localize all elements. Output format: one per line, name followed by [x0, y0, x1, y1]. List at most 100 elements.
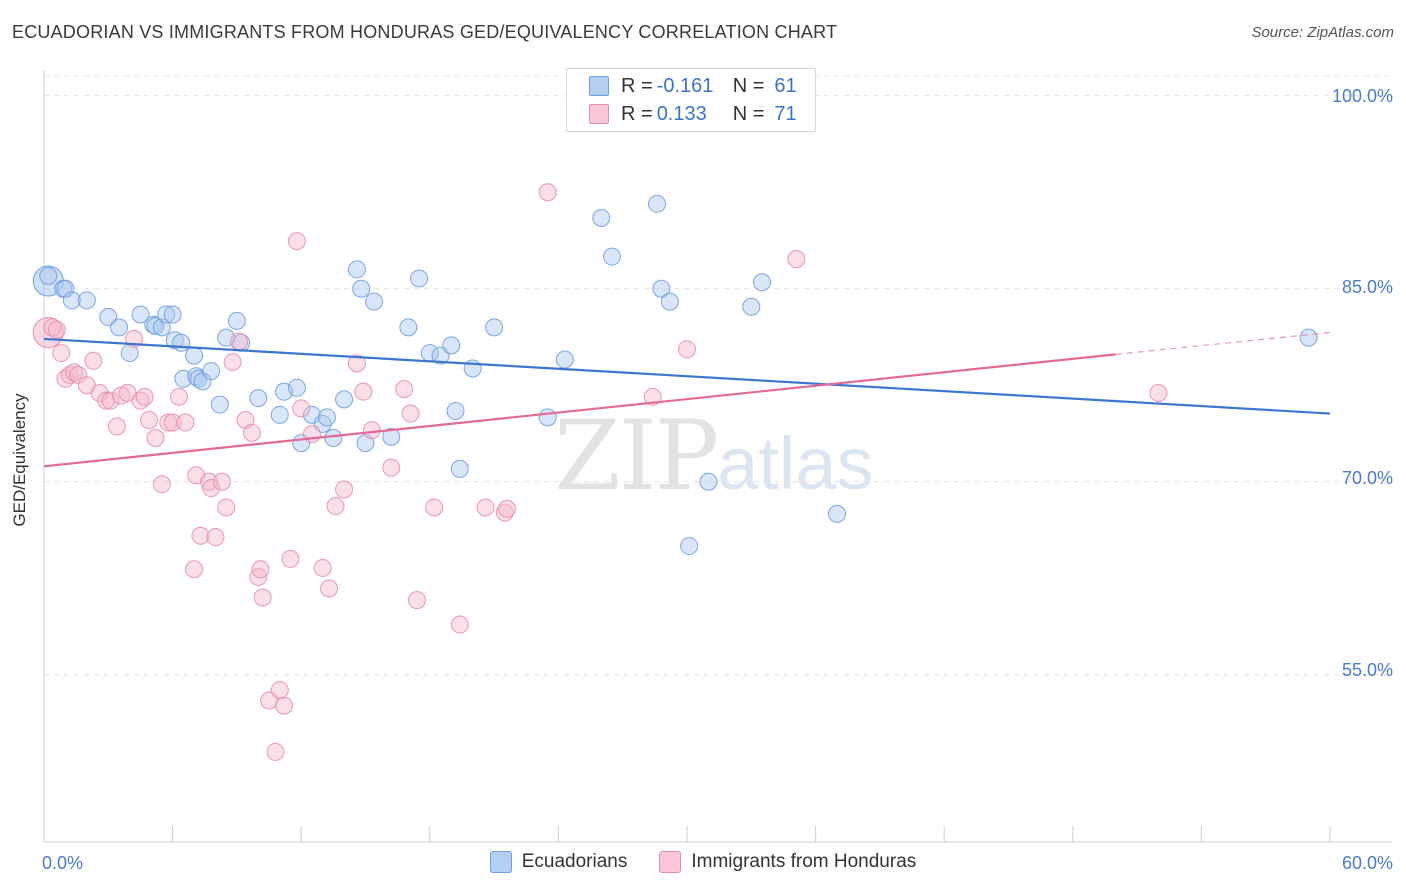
series-1-point [47, 320, 66, 339]
series-1-point [84, 351, 103, 370]
series-1-point [217, 498, 236, 517]
n-value: 61 [774, 74, 797, 97]
series-0-point [647, 194, 666, 213]
series-0-point [56, 279, 75, 298]
series-0-point [202, 362, 221, 381]
series-0-point [287, 378, 306, 397]
series-1-point [270, 681, 289, 700]
y-tick-label: 85.0% [1341, 277, 1393, 297]
series-1-point [163, 413, 182, 432]
series-1-point [302, 425, 321, 444]
series-1-trend-extension [1115, 331, 1331, 355]
series-0-point [172, 333, 191, 352]
series-0-point [62, 291, 81, 310]
series-0-point [365, 292, 384, 311]
series-0-point [270, 405, 289, 424]
series-1-point [107, 417, 126, 436]
trend-lines [43, 331, 1331, 468]
r-label: R = [621, 102, 653, 125]
n-label: N = [732, 102, 765, 125]
series-0-point [39, 266, 58, 285]
series-1-point [326, 497, 345, 516]
series-1-point [275, 696, 294, 715]
series-0-point [828, 504, 847, 523]
series-0-point [652, 279, 671, 298]
legend-row-honduras: R = 0.133 N = 71 [567, 100, 797, 128]
series-1-point [152, 475, 171, 494]
series-1-point [170, 387, 189, 406]
series-1-point [242, 423, 261, 442]
series-0-point [538, 408, 557, 427]
blue-swatch-icon [489, 851, 512, 873]
y-tick-label: 100.0% [1331, 86, 1393, 106]
series-0-large-point [32, 265, 64, 297]
series-1-point [538, 183, 557, 202]
data-points [32, 70, 1318, 761]
n-value: 71 [774, 102, 797, 125]
series-1-point [425, 498, 444, 517]
series-1-point [450, 615, 469, 634]
series-1-point [191, 526, 210, 545]
series-0-point [77, 291, 96, 310]
series-1-point [787, 250, 806, 269]
series-1-point [140, 410, 159, 429]
pink-swatch-icon [659, 851, 682, 873]
r-label: R = [621, 74, 653, 97]
pink-swatch-icon [589, 104, 609, 124]
series-1-point [354, 382, 373, 401]
y-tick-label: 55.0% [1341, 660, 1393, 680]
series-1-point [401, 404, 420, 423]
y-tick-label: 70.0% [1341, 468, 1393, 488]
axes [43, 70, 1392, 843]
series-0-point [131, 305, 150, 324]
series-0-point [227, 311, 246, 330]
series-0-point [446, 401, 465, 420]
series-0-point [352, 279, 371, 298]
series-1-point [251, 560, 270, 579]
series-0-point [146, 317, 165, 336]
series-0-point [742, 297, 761, 316]
series-1-point [407, 591, 426, 610]
chart-title: ECUADORIAN VS IMMIGRANTS FROM HONDURAS G… [12, 22, 838, 42]
series-0-point [450, 459, 469, 478]
series-1-point [230, 332, 249, 351]
series-1-point [52, 344, 71, 363]
series-0-point [185, 346, 204, 365]
series-1-point [347, 354, 366, 373]
series-1-point [206, 528, 225, 547]
series-1-point [335, 480, 354, 499]
series-1-point [200, 472, 219, 491]
watermark-atlas: atlas [717, 422, 874, 505]
x-tick-label: 60.0% [1341, 853, 1393, 873]
series-0-point [317, 408, 336, 427]
series-1-point [320, 579, 339, 598]
legend-label: Ecuadorians [521, 851, 628, 872]
series-1-point [253, 588, 272, 607]
watermark: ZIPatlas [554, 400, 874, 512]
series-0-point [324, 428, 343, 447]
series-0-point [485, 318, 504, 337]
series-0-point [399, 318, 418, 337]
series-1-point [281, 549, 300, 568]
legend-row-ecuadorians: R = -0.161 N = 61 [567, 72, 797, 100]
series-0-point [382, 427, 401, 446]
series-1-point [202, 479, 221, 498]
r-value: 0.133 [656, 102, 707, 125]
series-1-point [135, 387, 154, 406]
series-1-point [287, 232, 306, 251]
series-1-point [223, 353, 242, 372]
series-1-point [292, 399, 311, 418]
series-0-point [442, 336, 461, 355]
series-0-point [335, 390, 354, 409]
series-1-point [1149, 383, 1168, 402]
series-0-trend-line [43, 337, 1331, 415]
legend-item-ecuadorians[interactable]: Ecuadorians [489, 851, 628, 873]
stats-legend: R = -0.161 N = 61 R = 0.133 N = 71 [566, 68, 816, 132]
series-0-point [680, 537, 699, 556]
series-0-point [753, 273, 772, 292]
series-legend: Ecuadorians Immigrants from Honduras [0, 851, 1406, 873]
legend-item-honduras[interactable]: Immigrants from Honduras [659, 851, 916, 873]
legend-label: Immigrants from Honduras [691, 851, 917, 872]
gridlines [44, 75, 1392, 676]
